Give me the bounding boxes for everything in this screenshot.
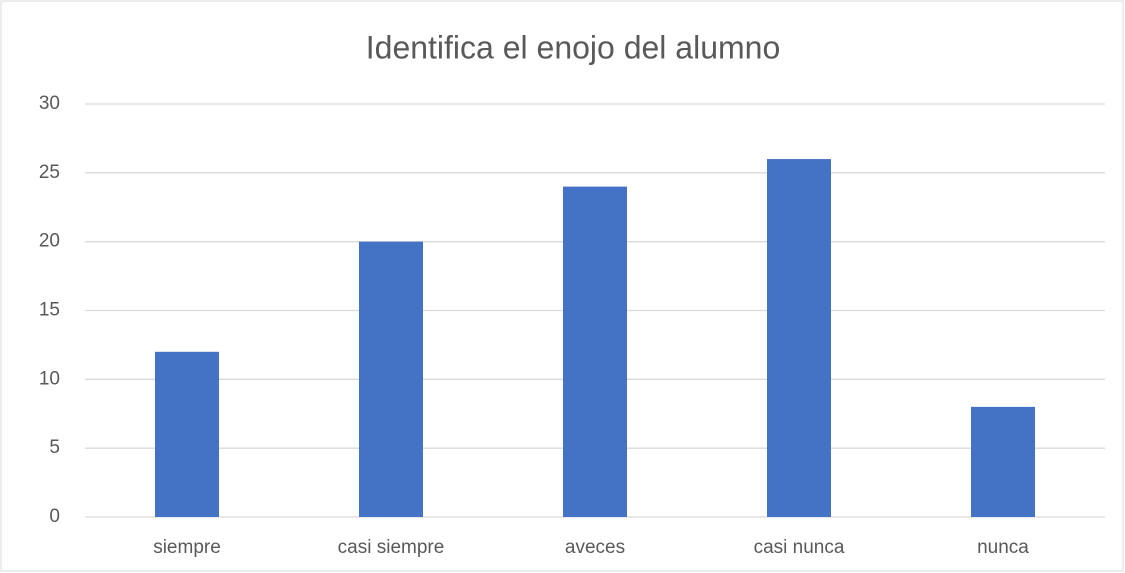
y-tick-label: 15	[39, 300, 60, 321]
x-tick-label: nunca	[977, 537, 1029, 558]
bar	[767, 159, 831, 518]
bar	[155, 351, 219, 517]
y-tick-label: 0	[49, 506, 60, 527]
bar	[563, 186, 627, 517]
x-tick-label: casi siempre	[338, 537, 445, 558]
chart-title: Identifica el enojo del alumno	[366, 29, 781, 65]
x-tick-label: siempre	[153, 537, 221, 558]
y-tick-label: 30	[39, 93, 60, 114]
y-tick-label: 25	[39, 162, 60, 183]
bar	[359, 241, 423, 517]
y-tick-label: 20	[39, 231, 60, 252]
x-tick-label: aveces	[565, 537, 625, 558]
bar	[971, 406, 1035, 517]
y-tick-label: 5	[49, 437, 60, 458]
x-tick-label: casi nunca	[754, 537, 845, 558]
y-tick-label: 10	[39, 368, 60, 389]
